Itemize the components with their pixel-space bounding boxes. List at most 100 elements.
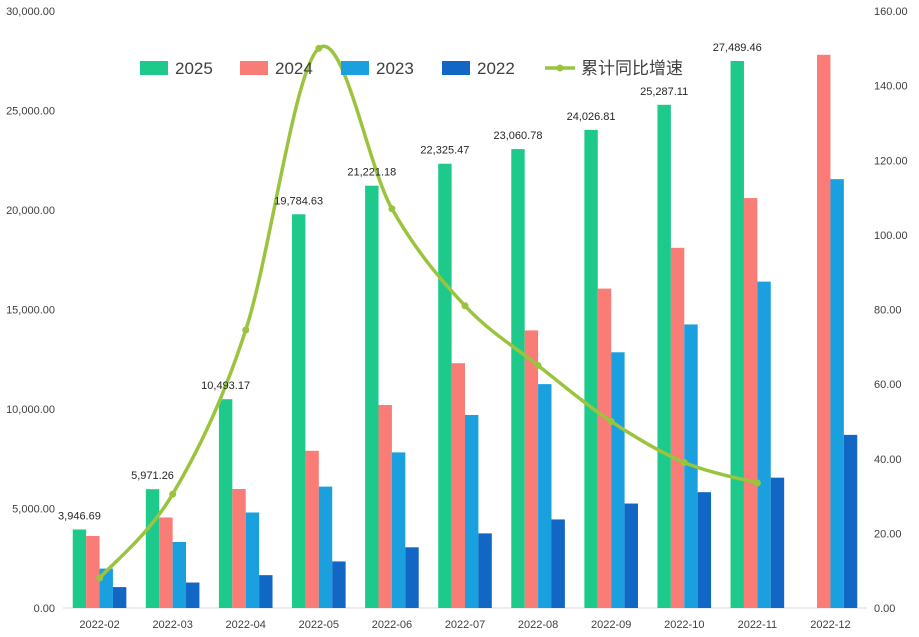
right-tick-label: 140.00 [874,81,908,93]
bar-2022 [478,533,492,608]
bar-2022 [624,503,638,608]
bar-2025 [657,104,671,609]
bar-2024 [817,54,831,608]
right-tick-label: 160.00 [874,6,908,18]
left-tick-label: 0.00 [34,603,55,615]
x-tick-label: 2022-12 [810,619,850,631]
legend: 2025 2024 2023 2022 累计同比增速 [140,59,683,78]
x-tick-label: 2022-03 [152,619,192,631]
data-label: 25,287.11 [640,86,688,98]
left-axis: 0.00 5,000.00 10,000.00 15,000.00 20,000.00 2… [6,6,55,615]
growth-line-point [534,361,542,369]
right-tick-label: 60.00 [874,379,902,391]
left-tick-label: 20,000.00 [6,205,55,217]
bar-2025 [438,163,452,608]
bar-2023 [538,384,552,608]
x-tick-label: 2022-06 [372,619,412,631]
right-tick-label: 40.00 [874,454,902,466]
bar-2025 [511,149,525,608]
data-label: 24,026.81 [567,111,616,123]
bar-2025 [72,529,87,608]
bar-2024 [159,517,173,608]
bars [72,54,858,609]
x-axis: 2022-02 2022-03 2022-04 2022-05 2022-06 2022-… [79,619,850,631]
bar-2023 [245,512,260,608]
data-label: 21,221.18 [347,167,396,179]
bar-2024 [743,198,758,608]
bar-2022 [332,561,346,608]
bar-2022 [186,582,200,608]
legend-label: 2024 [275,59,313,78]
legend-swatch-2022 [442,61,470,75]
x-tick-label: 2022-02 [79,619,119,631]
legend-swatch-2024 [240,61,268,75]
bar-2024 [451,363,465,608]
legend-label: 2022 [477,59,515,78]
bar-2024 [378,405,392,608]
bar-2025 [365,185,379,608]
legend-marker [556,64,564,72]
bar-2024 [305,450,319,608]
x-tick-label: 2022-08 [518,619,558,631]
legend-label: 累计同比增速 [581,59,683,78]
growth-line-point [96,574,104,582]
bar-2022 [843,434,858,608]
right-tick-label: 120.00 [874,155,908,167]
growth-line-point [680,458,688,466]
legend-label: 2025 [175,59,213,78]
data-label: 10,493.17 [201,380,250,392]
bar-2024 [232,488,246,608]
bar-2025 [584,129,598,608]
right-tick-label: 100.00 [874,230,908,242]
bar-2023 [830,179,844,608]
growth-line [96,44,761,582]
growth-line-point [388,205,396,213]
bar-2023 [611,352,625,608]
left-tick-label: 10,000.00 [6,404,55,416]
left-tick-label: 30,000.00 [6,6,55,18]
legend-swatch-2023 [341,61,369,75]
bar-2022 [697,492,712,608]
data-label: 19,784.63 [274,195,323,207]
bar-2025 [730,60,744,609]
growth-line-point [242,326,250,334]
data-label: 22,325.47 [420,145,469,157]
bar-2022 [770,477,785,608]
bar-2022 [259,575,273,608]
bar-2024 [670,247,685,608]
growth-line-point [315,44,323,52]
x-tick-label: 2022-05 [299,619,339,631]
data-label: 3,946.69 [58,510,101,522]
bar-2025 [218,399,233,608]
growth-line-point [169,490,177,498]
x-tick-label: 2022-10 [664,619,704,631]
x-tick-label: 2022-07 [445,619,485,631]
bar-2023 [465,414,479,608]
growth-line-point [461,302,469,310]
bar-2022 [405,547,419,608]
bar-2024 [597,288,612,608]
bar-2023 [757,281,771,608]
bar-2025 [292,214,306,608]
bar-2025 [145,489,160,608]
bar-2024 [524,330,539,608]
data-label: 27,489.46 [713,42,762,54]
left-tick-label: 15,000.00 [6,305,55,317]
growth-line-point [753,479,761,487]
right-tick-label: 80.00 [874,305,902,317]
x-tick-label: 2022-09 [591,619,631,631]
data-label: 5,971.26 [131,470,174,482]
bar-2022 [551,519,565,608]
legend-swatch-2025 [140,61,168,75]
x-tick-label: 2022-11 [738,619,778,631]
left-tick-label: 25,000.00 [6,106,55,118]
right-tick-label: 20.00 [874,528,902,540]
x-tick-label: 2022-04 [226,619,266,631]
bar-2023 [172,541,187,608]
right-axis: 0.00 20.00 40.00 60.00 80.00 100.00 120.00 140.… [874,6,908,615]
right-tick-label: 0.00 [874,603,895,615]
bar-2024 [86,535,100,608]
bar-2022 [112,587,127,608]
growth-line-point [607,417,615,425]
